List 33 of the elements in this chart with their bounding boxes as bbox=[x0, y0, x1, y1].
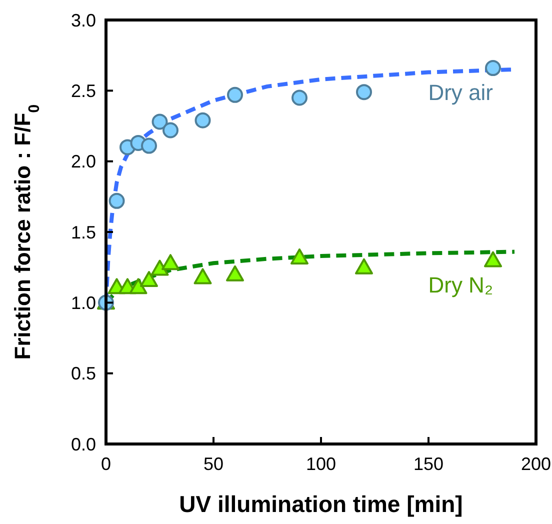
point bbox=[194, 268, 212, 284]
point bbox=[129, 278, 148, 294]
point bbox=[485, 60, 501, 76]
point bbox=[152, 114, 168, 130]
y-tick-label: 1.0 bbox=[70, 292, 96, 313]
point bbox=[227, 86, 243, 103]
x-tick-label: 50 bbox=[203, 454, 224, 474]
point bbox=[108, 192, 125, 209]
point bbox=[194, 112, 211, 128]
point bbox=[162, 254, 180, 270]
x-tick-label: 0 bbox=[100, 454, 112, 474]
series-label: Dry N₂ bbox=[428, 272, 493, 298]
y-tick-label: 2.0 bbox=[70, 152, 96, 172]
point bbox=[355, 258, 373, 274]
point bbox=[356, 84, 372, 100]
point bbox=[226, 265, 244, 282]
y-tick-label: 0.0 bbox=[70, 434, 96, 454]
y-tick-label: 2.5 bbox=[70, 80, 96, 101]
y-tick-label: 1.5 bbox=[70, 222, 96, 242]
point bbox=[292, 90, 308, 106]
point bbox=[140, 271, 158, 288]
point bbox=[290, 248, 308, 264]
series-label: Dry air bbox=[428, 80, 493, 106]
y-tick-label: 0.5 bbox=[70, 364, 96, 384]
x-tick-label: 200 bbox=[520, 454, 552, 474]
x-tick-label: 150 bbox=[413, 454, 444, 474]
point bbox=[162, 122, 178, 138]
y-tick-label: 3.0 bbox=[70, 10, 96, 30]
x-tick-label: 100 bbox=[306, 454, 336, 474]
point bbox=[484, 251, 502, 268]
x-axis-title: UV illumination time [min] bbox=[179, 491, 463, 517]
point bbox=[150, 260, 169, 276]
point bbox=[141, 138, 157, 154]
